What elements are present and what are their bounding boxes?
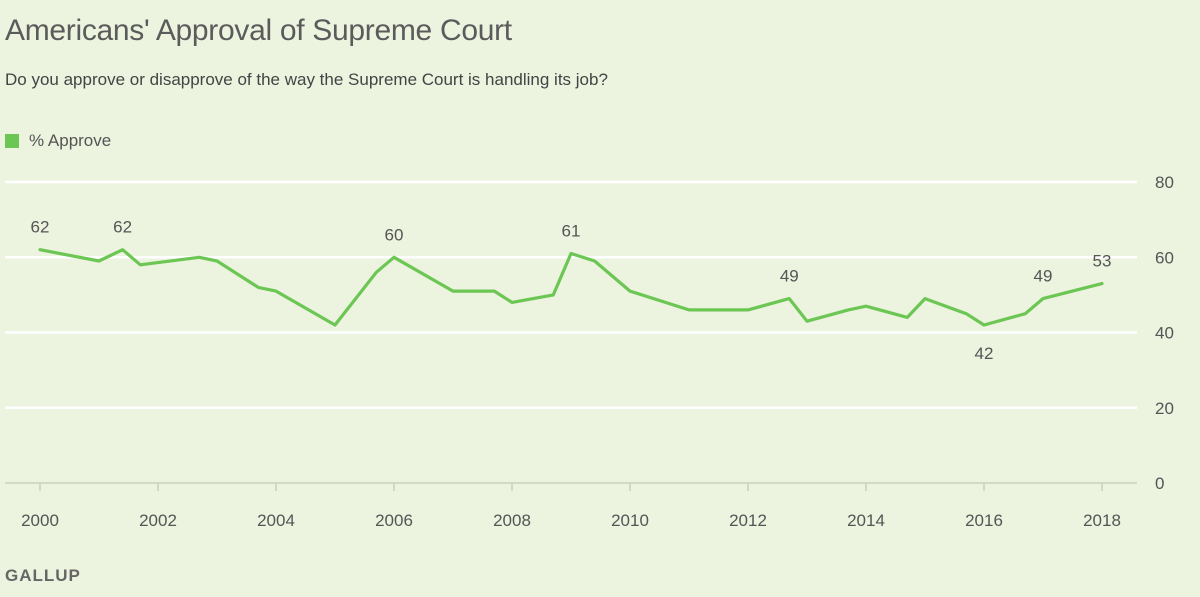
x-tick-label: 2010 bbox=[611, 511, 649, 530]
x-tick-label: 2002 bbox=[139, 511, 177, 530]
x-tick-label: 2004 bbox=[257, 511, 295, 530]
legend: % Approve bbox=[5, 131, 111, 151]
y-axis: 0 20 40 60 80 bbox=[1155, 173, 1174, 493]
y-tick-label: 80 bbox=[1155, 173, 1174, 192]
data-label: 53 bbox=[1093, 252, 1112, 271]
chart-subtitle: Do you approve or disapprove of the way … bbox=[5, 70, 608, 89]
x-axis: 2000 2002 2004 2006 2008 2010 2012 2014 2016 2018 bbox=[21, 483, 1121, 530]
data-label: 62 bbox=[31, 218, 50, 237]
series-line bbox=[38, 248, 1104, 327]
data-label: 49 bbox=[1034, 267, 1053, 286]
data-label: 42 bbox=[975, 344, 994, 363]
y-tick-label: 20 bbox=[1155, 399, 1174, 418]
x-tick-label: 2008 bbox=[493, 511, 531, 530]
data-label: 62 bbox=[113, 218, 132, 237]
x-tick-label: 2016 bbox=[965, 511, 1003, 530]
series-layer bbox=[38, 248, 1104, 327]
x-tick-label: 2000 bbox=[21, 511, 59, 530]
data-label: 60 bbox=[385, 225, 404, 244]
x-tick-label: 2018 bbox=[1083, 511, 1121, 530]
chart-title: Americans' Approval of Supreme Court bbox=[5, 14, 512, 47]
y-tick-label: 60 bbox=[1155, 248, 1174, 267]
x-tick-label: 2014 bbox=[847, 511, 885, 530]
x-tick-label: 2012 bbox=[729, 511, 767, 530]
y-tick-label: 40 bbox=[1155, 324, 1174, 343]
legend-swatch bbox=[5, 134, 19, 148]
data-label: 49 bbox=[780, 267, 799, 286]
data-label: 61 bbox=[562, 221, 581, 240]
data-labels: 62 62 60 61 49 42 49 53 bbox=[31, 218, 1112, 363]
legend-label: % Approve bbox=[29, 131, 112, 150]
y-tick-label: 0 bbox=[1155, 474, 1164, 493]
x-tick-label: 2006 bbox=[375, 511, 413, 530]
source-label: GALLUP bbox=[5, 566, 81, 585]
